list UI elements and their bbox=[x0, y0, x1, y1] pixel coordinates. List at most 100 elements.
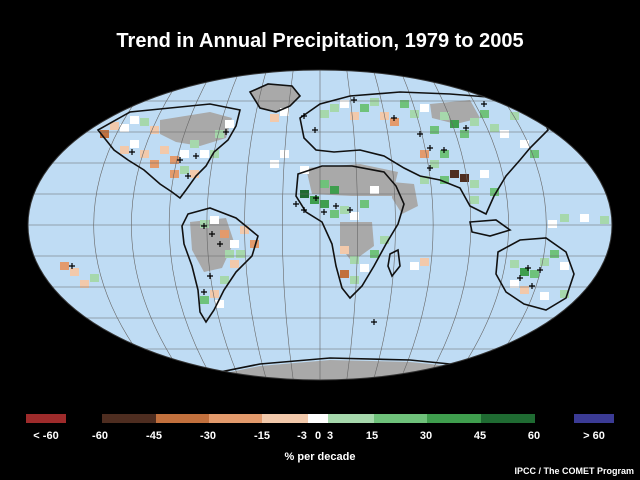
significance-marker bbox=[293, 201, 299, 207]
grid-cell bbox=[120, 146, 129, 154]
grid-cell bbox=[520, 286, 529, 294]
legend-tick-label: -60 bbox=[92, 430, 108, 442]
grid-cell bbox=[180, 150, 189, 158]
legend-tick-label: > 60 bbox=[583, 430, 605, 442]
grid-cell bbox=[80, 280, 89, 288]
legend-tick-label: 30 bbox=[419, 430, 433, 442]
grid-cell bbox=[215, 130, 224, 138]
grid-cell bbox=[250, 240, 259, 248]
grid-cell bbox=[300, 166, 309, 174]
grid-cell bbox=[460, 130, 469, 138]
grid-cell bbox=[330, 186, 339, 194]
grid-cell bbox=[330, 104, 339, 112]
grid-cell bbox=[160, 146, 169, 154]
legend-swatch bbox=[262, 414, 308, 423]
significance-marker bbox=[201, 289, 207, 295]
significance-marker bbox=[333, 203, 339, 209]
grid-cell bbox=[230, 260, 239, 268]
grid-cell bbox=[340, 246, 349, 254]
significance-marker bbox=[537, 267, 543, 273]
significance-marker bbox=[525, 265, 531, 271]
legend-tick-label: 3 bbox=[326, 430, 334, 442]
legend-swatch bbox=[374, 414, 427, 423]
grid-cell bbox=[420, 150, 429, 158]
grid-cell bbox=[470, 118, 479, 126]
legend-tick-label: -30 bbox=[200, 430, 216, 442]
grid-cell bbox=[380, 236, 389, 244]
significance-marker bbox=[517, 275, 523, 281]
grid-cell bbox=[360, 264, 369, 272]
legend-swatch bbox=[209, 414, 262, 423]
significance-marker bbox=[391, 115, 397, 121]
significance-marker bbox=[481, 101, 487, 107]
legend-swatch bbox=[481, 414, 535, 423]
map-border bbox=[27, 69, 613, 381]
legend-swatch bbox=[102, 414, 156, 423]
land-cells bbox=[60, 98, 609, 308]
grid-cell bbox=[510, 260, 519, 268]
grid-cell bbox=[350, 276, 359, 284]
grid-cell bbox=[580, 214, 589, 222]
grid-cell bbox=[430, 160, 439, 168]
grid-cell bbox=[360, 104, 369, 112]
grid-cell bbox=[330, 210, 339, 218]
significance-marker bbox=[313, 195, 319, 201]
significance-marker bbox=[427, 145, 433, 151]
significance-marker bbox=[463, 125, 469, 131]
grid-cell bbox=[470, 196, 479, 204]
grid-cell bbox=[170, 170, 179, 178]
significance-marker bbox=[301, 113, 307, 119]
grid-cell bbox=[190, 170, 199, 178]
significance-markers bbox=[69, 97, 543, 325]
grid-cell bbox=[190, 140, 199, 148]
grid-cell bbox=[560, 214, 569, 222]
grid-cell bbox=[400, 100, 409, 108]
grid-cell bbox=[548, 220, 557, 228]
grid-cell bbox=[490, 124, 499, 132]
grid-cell bbox=[210, 290, 219, 298]
grid-cell bbox=[420, 258, 429, 266]
legend-tick-label: -15 bbox=[254, 430, 270, 442]
grid-cell bbox=[200, 150, 209, 158]
legend-swatch bbox=[427, 414, 481, 423]
significance-marker bbox=[177, 157, 183, 163]
grid-cell bbox=[450, 120, 459, 128]
significance-marker bbox=[351, 97, 357, 103]
grid-cell bbox=[180, 166, 189, 174]
grid-cell bbox=[550, 250, 559, 258]
legend-tick-label: 45 bbox=[473, 430, 487, 442]
grid-cell bbox=[70, 268, 79, 276]
grid-cell bbox=[220, 276, 229, 284]
legend-swatch bbox=[574, 414, 614, 423]
grid-cell bbox=[150, 126, 159, 134]
grid-cell bbox=[310, 196, 319, 204]
grid-cell bbox=[90, 274, 99, 282]
grid-cell bbox=[150, 160, 159, 168]
legend-units: % per decade bbox=[284, 451, 356, 463]
significance-marker bbox=[347, 207, 353, 213]
grid-cell bbox=[350, 112, 359, 120]
legend-tick-label: < -60 bbox=[33, 430, 59, 442]
legend-tick-label: 60 bbox=[527, 430, 541, 442]
grid-cell bbox=[140, 118, 149, 126]
grid-cell bbox=[280, 108, 289, 116]
significance-marker bbox=[529, 283, 535, 289]
grid-cell bbox=[420, 104, 429, 112]
legend-tick-label: -3 bbox=[297, 430, 307, 442]
significance-marker bbox=[427, 165, 433, 171]
grid-cell bbox=[215, 300, 224, 308]
significance-marker bbox=[312, 127, 318, 133]
grid-cell bbox=[510, 112, 519, 120]
grid-cell bbox=[320, 110, 329, 118]
grid-cell bbox=[350, 212, 359, 220]
legend-tick-label: 0 bbox=[314, 430, 322, 442]
grid-cell bbox=[370, 250, 379, 258]
grid-cell bbox=[500, 130, 509, 138]
grid-cell bbox=[320, 180, 329, 188]
grid-cell bbox=[520, 140, 529, 148]
grid-cell bbox=[600, 216, 609, 224]
significance-marker bbox=[321, 209, 327, 215]
grid-cell bbox=[560, 290, 569, 298]
grid-cell bbox=[540, 292, 549, 300]
grid-cell bbox=[340, 206, 349, 214]
